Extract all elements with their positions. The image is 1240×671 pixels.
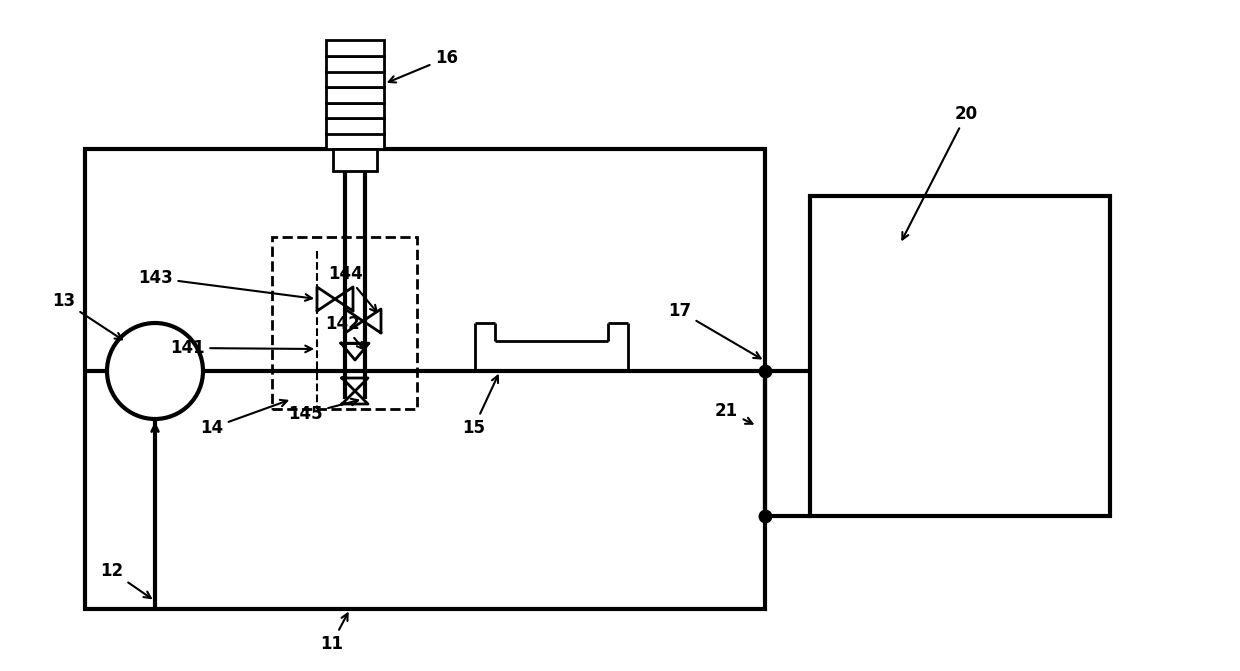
Text: 15: 15 <box>463 376 498 437</box>
Text: 14: 14 <box>200 400 288 437</box>
Bar <box>326 40 384 56</box>
Bar <box>326 134 384 149</box>
Bar <box>810 196 1110 516</box>
Text: 142: 142 <box>325 315 363 349</box>
Text: 11: 11 <box>320 613 347 653</box>
Text: 143: 143 <box>138 269 312 301</box>
Text: 12: 12 <box>100 562 151 598</box>
Bar <box>326 72 384 87</box>
Text: 141: 141 <box>170 339 312 357</box>
Bar <box>326 118 384 134</box>
Text: 21: 21 <box>715 402 753 424</box>
Bar <box>326 87 384 103</box>
Text: 20: 20 <box>903 105 978 240</box>
Bar <box>86 149 765 609</box>
Text: 13: 13 <box>52 292 122 340</box>
Text: 144: 144 <box>329 265 377 312</box>
Text: 145: 145 <box>288 399 358 423</box>
Bar <box>272 237 417 409</box>
Bar <box>334 149 377 171</box>
Bar <box>326 56 384 72</box>
Text: 17: 17 <box>668 302 760 358</box>
Bar <box>326 103 384 118</box>
Text: 16: 16 <box>388 49 458 83</box>
